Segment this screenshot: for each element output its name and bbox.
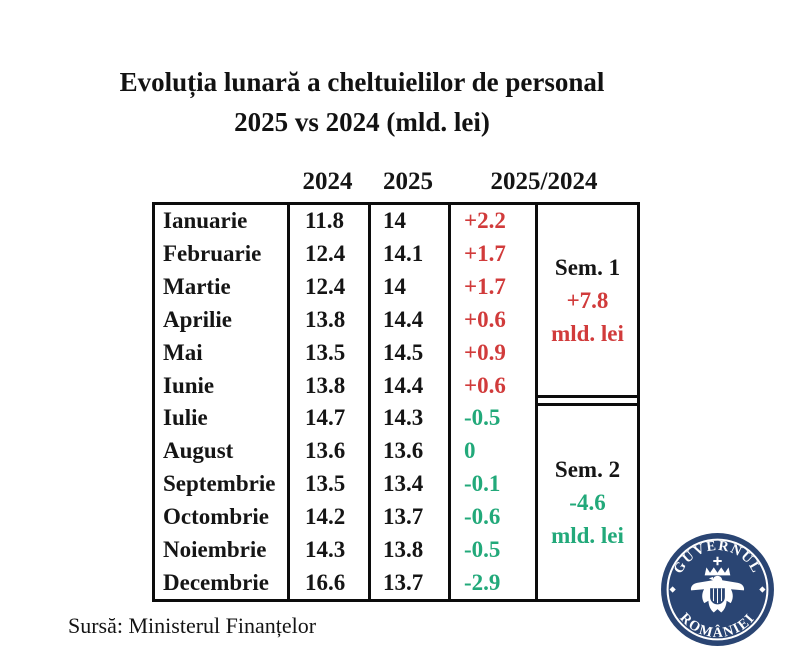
semester-1-unit: mld. lei bbox=[551, 320, 624, 346]
month-label: Octombrie bbox=[163, 503, 270, 529]
value-2025: 13.8 bbox=[368, 533, 448, 567]
semester-2-unit: mld. lei bbox=[551, 523, 624, 548]
table-row: Octombrie 14.2 13.7 -0.6 bbox=[155, 500, 535, 534]
government-of-romania-seal-icon: GUVERNUL ROMÂNIEI bbox=[658, 530, 777, 649]
month-label: Ianuarie bbox=[163, 208, 248, 234]
delta-value: +0.6 bbox=[448, 303, 535, 337]
table-row: August 13.6 13.6 0 bbox=[155, 434, 535, 468]
value-2024: 13.8 bbox=[287, 303, 368, 337]
delta-value: -0.1 bbox=[448, 467, 535, 501]
delta-value: +1.7 bbox=[448, 237, 535, 271]
value-2025: 14.4 bbox=[368, 303, 448, 337]
month-label: Aprilie bbox=[163, 306, 232, 332]
column-header-2025-2024: 2025/2024 bbox=[490, 168, 598, 195]
column-header-2025: 2025 bbox=[383, 168, 433, 195]
source-caption: Sursă: Ministerul Finanțelor bbox=[68, 613, 317, 638]
semester-2-label: Sem. 2 bbox=[554, 457, 621, 482]
table-row: Aprilie 13.8 14.4 +0.6 bbox=[155, 303, 535, 337]
table-row: Iulie 14.7 14.3 -0.5 bbox=[155, 401, 535, 435]
month-label: Martie bbox=[163, 274, 231, 300]
month-label: Iulie bbox=[163, 405, 208, 431]
month-label: Noiembrie bbox=[163, 536, 267, 562]
value-2025: 13.7 bbox=[368, 500, 448, 534]
semester-1-label: Sem. 1 bbox=[554, 254, 621, 280]
value-2025: 13.7 bbox=[368, 566, 448, 599]
value-2024: 14.2 bbox=[287, 500, 368, 534]
delta-value: +0.6 bbox=[448, 369, 535, 402]
table-row: Septembrie 13.5 13.4 -0.1 bbox=[155, 467, 535, 501]
table-row: Ianuarie 11.8 14 +2.2 bbox=[155, 205, 535, 238]
value-2025: 14.4 bbox=[368, 369, 448, 402]
table-row: Februarie 12.4 14.1 +1.7 bbox=[155, 237, 535, 271]
page-title: Evoluția lunară a cheltuielilor de perso… bbox=[10, 62, 714, 142]
value-2024: 12.4 bbox=[287, 270, 368, 304]
value-2024: 14.3 bbox=[287, 533, 368, 567]
value-2025: 14 bbox=[368, 270, 448, 304]
table-row: Iunie 13.8 14.4 +0.6 bbox=[155, 369, 535, 402]
delta-value: +0.9 bbox=[448, 336, 535, 370]
month-label: Mai bbox=[163, 339, 203, 365]
semester-column: Sem. 1 +7.8 mld. lei Sem. 2 -4.6 mld. le… bbox=[535, 205, 637, 599]
value-2025: 14.5 bbox=[368, 336, 448, 370]
month-label: Decembrie bbox=[163, 569, 269, 595]
data-table: Ianuarie 11.8 14 +2.2 Februarie 12.4 14.… bbox=[152, 202, 640, 602]
value-2024: 12.4 bbox=[287, 237, 368, 271]
value-2024: 13.8 bbox=[287, 369, 368, 402]
value-2024: 13.5 bbox=[287, 467, 368, 501]
delta-value: -2.9 bbox=[448, 566, 535, 599]
month-label: Februarie bbox=[163, 241, 262, 267]
value-2025: 14.3 bbox=[368, 401, 448, 435]
value-2025: 13.6 bbox=[368, 434, 448, 468]
page-title-line2: 2025 vs 2024 (mld. lei) bbox=[234, 107, 490, 137]
value-2025: 14.1 bbox=[368, 237, 448, 271]
value-2024: 11.8 bbox=[287, 205, 368, 238]
delta-value: +2.2 bbox=[448, 205, 535, 238]
delta-value: -0.5 bbox=[448, 533, 535, 567]
value-2025: 13.4 bbox=[368, 467, 448, 501]
month-rows: Ianuarie 11.8 14 +2.2 Februarie 12.4 14.… bbox=[155, 205, 535, 599]
delta-value: -0.6 bbox=[448, 500, 535, 534]
value-2024: 13.5 bbox=[287, 336, 368, 370]
table-row: Decembrie 16.6 13.7 -2.9 bbox=[155, 566, 535, 599]
semester-2-box: Sem. 2 -4.6 mld. lei bbox=[538, 403, 637, 599]
delta-value: 0 bbox=[448, 434, 535, 468]
table-row: Mai 13.5 14.5 +0.9 bbox=[155, 336, 535, 370]
month-label: August bbox=[163, 438, 234, 464]
value-2024: 16.6 bbox=[287, 566, 368, 599]
month-label: Septembrie bbox=[163, 471, 276, 497]
table-row: Noiembrie 14.3 13.8 -0.5 bbox=[155, 533, 535, 567]
value-2024: 14.7 bbox=[287, 401, 368, 435]
page-title-line1: Evoluția lunară a cheltuielilor de perso… bbox=[119, 67, 605, 97]
semester-1-box: Sem. 1 +7.8 mld. lei bbox=[538, 205, 637, 398]
value-2024: 13.6 bbox=[287, 434, 368, 468]
delta-value: +1.7 bbox=[448, 270, 535, 304]
value-2025: 14 bbox=[368, 205, 448, 238]
semester-1-value: +7.8 bbox=[566, 287, 609, 313]
month-label: Iunie bbox=[163, 372, 215, 398]
delta-value: -0.5 bbox=[448, 401, 535, 435]
table-row: Martie 12.4 14 +1.7 bbox=[155, 270, 535, 304]
column-header-2024: 2024 bbox=[302, 168, 353, 195]
semester-2-value: -4.6 bbox=[569, 490, 606, 515]
